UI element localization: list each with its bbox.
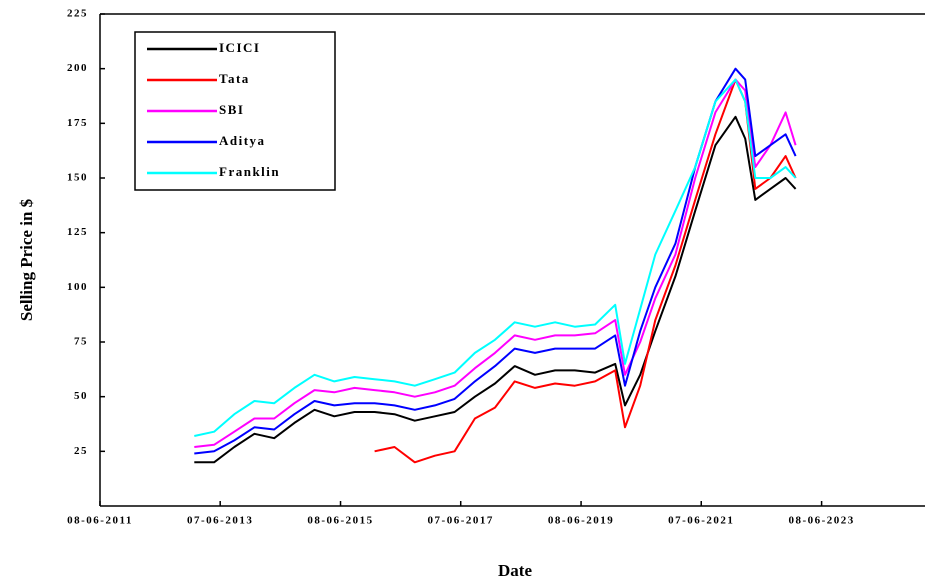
y-tick-label: 125 (67, 226, 88, 238)
x-tick-label: 08-06-2023 (788, 515, 854, 527)
y-axis-label: Selling Price in $ (17, 198, 36, 321)
y-tick-label: 225 (67, 8, 88, 20)
legend-label: Aditya (219, 133, 266, 148)
x-tick-label: 08-06-2015 (307, 515, 373, 527)
y-tick-label: 100 (67, 281, 88, 293)
x-tick-label: 08-06-2019 (548, 515, 614, 527)
legend-label: ICICI (219, 40, 260, 55)
x-tick-label: 07-06-2013 (187, 515, 253, 527)
line-series (194, 78, 797, 448)
x-tick-label: 08-06-2011 (67, 515, 133, 527)
y-tick-label: 25 (74, 445, 88, 457)
x-tick-label: 07-06-2021 (668, 515, 734, 527)
legend-label: Tata (219, 71, 250, 86)
x-tick-label: 07-06-2017 (428, 515, 494, 527)
y-tick-label: 50 (74, 390, 88, 402)
legend-label: Franklin (219, 164, 280, 179)
line-series (194, 78, 797, 437)
y-tick-label: 175 (67, 117, 88, 129)
x-axis-label: Date (498, 561, 532, 580)
y-tick-label: 75 (74, 336, 88, 348)
y-tick-label: 200 (67, 62, 88, 74)
line-series (194, 67, 797, 455)
y-tick-label: 150 (67, 172, 88, 184)
legend-label: SBI (219, 102, 244, 117)
line-series (194, 115, 797, 464)
